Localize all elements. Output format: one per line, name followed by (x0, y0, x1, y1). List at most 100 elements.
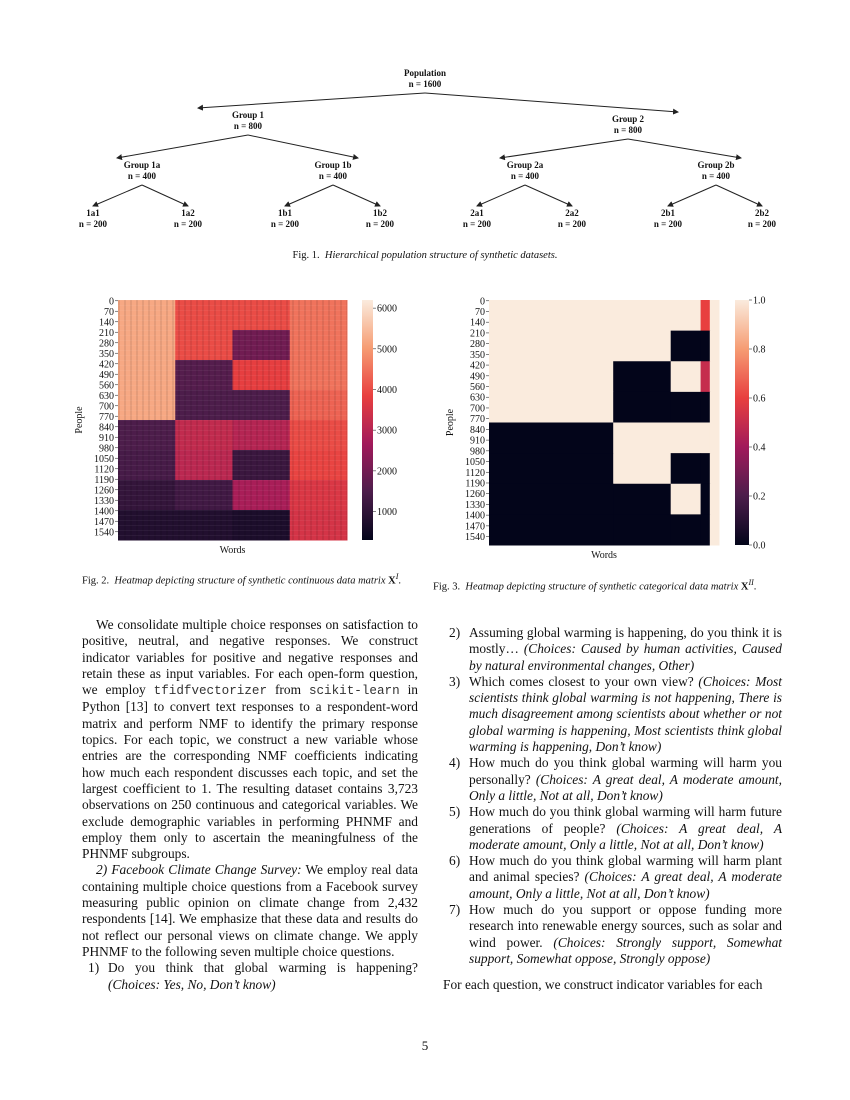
heatmap-cell-block (670, 361, 702, 393)
question-text: How much do you think global warming wil… (469, 804, 782, 836)
tree-edge-arrow (116, 134, 249, 161)
node-name: Population (404, 68, 446, 78)
heatmap-cell-block (700, 514, 711, 546)
figure-2-caption: Fig. 2. Heatmap depicting structure of s… (82, 572, 402, 587)
tree-edge-arrow (627, 138, 742, 161)
y-tick-label: 350 (99, 349, 114, 360)
node-name: 1b2 (373, 208, 388, 218)
question-choices: (Choices: Caused by human activities, Ca… (469, 641, 782, 673)
colorbar-tick-label: 5000 (377, 344, 397, 355)
colorbar-tick-label: 1.0 (753, 296, 766, 307)
left-column: We consolidate multiple choice responses… (82, 617, 418, 993)
text: We employ real data containing multiple … (82, 862, 418, 959)
y-tick-label: 140 (470, 318, 485, 329)
y-tick-label: 70 (475, 307, 485, 318)
node-count: n = 1600 (409, 79, 442, 89)
figure-1-caption: Fig. 1. Hierarchical population structur… (0, 250, 850, 261)
heatmap-cell-block (700, 453, 711, 485)
tree-node-g1a: Group 1an = 400 (124, 160, 161, 181)
y-tick-label: 490 (470, 371, 485, 382)
y-tick-label: 350 (470, 350, 485, 361)
figure-3-caption: Fig. 3. Heatmap depicting structure of s… (433, 578, 757, 593)
node-name: Group 1a (124, 160, 161, 170)
question-text: How much do you think global warming wil… (469, 853, 782, 885)
paragraph-closing: For each question, we construct indicato… (443, 977, 763, 993)
node-name: 1a2 (181, 208, 195, 218)
y-tick-label: 210 (99, 328, 114, 339)
y-axis-label: People (445, 408, 456, 436)
x-axis-label: Words (591, 550, 617, 560)
question-list-right: 2) Assuming global warming is happening, … (443, 625, 782, 967)
node-name: Group 1b (314, 160, 351, 170)
node-count: n = 200 (463, 219, 492, 229)
matrix-symbol: X (388, 575, 396, 587)
caption-text: Heatmap depicting structure of synthetic… (114, 575, 389, 587)
tree-edge-arrow (141, 184, 189, 207)
heatmap-cell-block (613, 300, 672, 332)
y-tick-label: 0 (480, 296, 485, 307)
colorbar-tick-label: 3000 (377, 426, 397, 437)
question-text: Do you think that global warming is happ… (108, 960, 418, 976)
heatmap-cell-block (613, 361, 672, 393)
tree-node-g1: Group 1n = 800 (232, 110, 265, 131)
y-tick-label: 1400 (465, 511, 485, 522)
heatmap-cell-block (670, 300, 702, 332)
node-count: n = 800 (614, 125, 643, 135)
node-name: 2b1 (661, 208, 676, 218)
y-tick-label: 1330 (465, 500, 485, 511)
y-tick-label: 1120 (465, 468, 485, 479)
heatmap-cell-block (489, 422, 614, 454)
node-name: Group 1 (232, 110, 265, 120)
tree-edge-arrow (247, 134, 359, 160)
colorbar-tick-label: 2000 (377, 466, 397, 477)
matrix-superscript: II (748, 578, 754, 587)
colorbar-tick-label: 0.6 (753, 394, 766, 405)
node-name: 2b2 (755, 208, 770, 218)
node-count: n = 400 (511, 171, 540, 181)
y-tick-label: 840 (470, 425, 485, 436)
colorbar-tick-label: 1000 (377, 507, 397, 518)
y-tick-label: 140 (99, 317, 114, 328)
question-text: Which comes closest to your own view? (469, 673, 699, 689)
node-count: n = 200 (654, 219, 683, 229)
node-count: n = 200 (79, 219, 108, 229)
y-tick-label: 980 (99, 443, 114, 454)
question-text: Assuming global warming is happening, do… (469, 625, 782, 657)
node-count: n = 200 (271, 219, 300, 229)
y-tick-label: 1050 (465, 457, 485, 468)
question-choices: (Choices: Most scientists think global w… (469, 673, 782, 755)
colorbar-tick-label: 6000 (377, 304, 397, 315)
question-number: 1) (88, 960, 100, 976)
question-choices: (Choices: Yes, No, Don’t know) (108, 976, 276, 992)
node-count: n = 200 (558, 219, 587, 229)
y-tick-label: 560 (470, 382, 485, 393)
heatmap-cell-block (489, 514, 614, 546)
y-tick-label: 980 (470, 446, 485, 457)
node-name: 2a1 (470, 208, 484, 218)
text: from (267, 682, 309, 698)
heatmap-cell-block (670, 483, 702, 515)
y-tick-label: 630 (99, 391, 114, 402)
tree-node-g2a: Group 2an = 400 (507, 160, 544, 181)
y-tick-label: 420 (470, 361, 485, 372)
heatmap-cell-block (700, 483, 711, 515)
matrix-symbol: X (740, 581, 749, 593)
question-number: 4) (449, 755, 461, 771)
y-tick-label: 770 (99, 412, 114, 423)
tree-edge-arrow (524, 184, 573, 207)
question-item: 1) Do you think that global warming is ha… (82, 960, 418, 993)
colorbar (735, 300, 749, 545)
heatmap-cell-block (613, 391, 672, 423)
tree-node-g1b: Group 1bn = 400 (314, 160, 351, 181)
text: in Python [13] to convert text responses… (82, 682, 418, 862)
y-tick-label: 70 (104, 307, 114, 318)
heatmap-cell-block (709, 330, 720, 362)
heatmap-cell-block (670, 391, 702, 423)
node-count: n = 200 (366, 219, 395, 229)
y-tick-label: 560 (99, 380, 114, 391)
